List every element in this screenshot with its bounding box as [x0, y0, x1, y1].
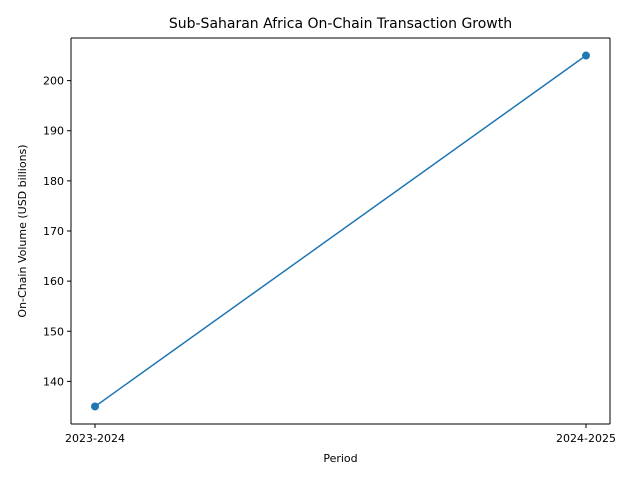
data-point — [582, 51, 590, 60]
series-layer — [91, 51, 590, 411]
x-axis-label: Period — [323, 452, 357, 465]
y-tick-label: 190 — [43, 125, 64, 138]
y-axis-label: On-Chain Volume (USD billions) — [16, 144, 29, 317]
y-tick-label: 180 — [43, 175, 64, 188]
x-axis: 2023-2024 2024-2025 — [65, 424, 616, 445]
y-tick-label: 140 — [43, 375, 64, 388]
x-tick-label: 2024-2025 — [556, 432, 616, 445]
plot-frame — [70, 37, 611, 425]
y-tick-label: 160 — [43, 275, 64, 288]
series-line — [94, 54, 587, 408]
chart-title: Sub-Saharan Africa On-Chain Transaction … — [169, 16, 512, 32]
y-tick-label: 200 — [43, 75, 64, 88]
y-axis: 140 150 160 170 180 190 200 — [43, 75, 71, 388]
y-tick-label: 150 — [43, 325, 64, 338]
x-tick-label: 2023-2024 — [65, 432, 125, 445]
y-tick-label: 170 — [43, 225, 64, 238]
data-point — [91, 402, 99, 411]
